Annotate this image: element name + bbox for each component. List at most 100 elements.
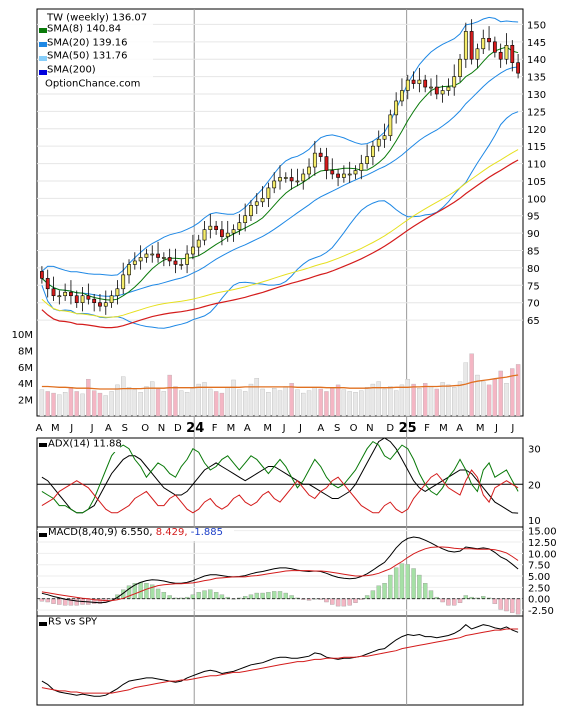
macd-histogram-bar	[260, 592, 265, 599]
macd-histogram-bar	[190, 594, 196, 599]
candle	[341, 173, 346, 178]
macd-histogram-bar	[155, 588, 161, 599]
candle	[92, 298, 97, 303]
legend-swatch-sma20	[39, 42, 47, 47]
volume-bar	[272, 388, 277, 417]
volume-bar	[492, 378, 498, 417]
month-label: O	[141, 423, 149, 434]
volume-bar	[277, 390, 283, 417]
macd-histogram-bar	[463, 595, 469, 599]
price-tick-label: 100	[527, 194, 546, 205]
volume-bar	[335, 384, 341, 417]
candle	[237, 222, 242, 230]
volume-bar	[434, 388, 439, 417]
candle	[57, 295, 62, 298]
macd-histogram-bar	[469, 596, 474, 599]
month-label: J	[282, 423, 286, 434]
candle	[190, 246, 195, 255]
macd-histogram-bar	[353, 598, 358, 603]
volume-bar	[150, 381, 155, 417]
price-tick-label: 115	[527, 142, 546, 153]
volume-bar	[86, 378, 91, 417]
volume-bar	[121, 376, 126, 417]
candle	[504, 45, 509, 60]
candle	[452, 76, 457, 88]
candle	[417, 79, 422, 84]
candle	[208, 225, 213, 230]
plus_di-line	[41, 440, 519, 514]
macd-label: MACD(8,40,9) 6.550, 8.429, -1.885	[38, 527, 234, 541]
macd-histogram-bar	[213, 592, 219, 599]
volume-bar	[364, 387, 370, 417]
volume-bar	[103, 395, 108, 417]
macd-histogram-bar	[266, 592, 271, 599]
volume-bar	[225, 387, 230, 417]
macd-tick-label: 2.50	[528, 583, 550, 594]
volume-tick-label: 6M	[18, 363, 33, 374]
month-label: A	[244, 423, 251, 434]
candle	[469, 31, 474, 60]
candle	[214, 225, 219, 230]
volume-bar	[219, 392, 225, 417]
legend-sma20: SMA(20) 139.16	[47, 37, 128, 48]
year-label: 24	[186, 421, 204, 436]
volume-bar	[428, 386, 434, 417]
macd-histogram-bar	[434, 596, 439, 599]
rs-label: RS vs SPY	[38, 616, 102, 630]
signal-line	[41, 546, 519, 602]
volume-bar	[440, 382, 445, 417]
candle	[51, 288, 56, 297]
macd-histogram-bar	[504, 598, 509, 612]
macd-histogram-bar	[393, 567, 399, 599]
volume-tick-label: 2M	[18, 396, 33, 407]
macd-histogram-bar	[440, 598, 445, 603]
candle	[516, 62, 520, 74]
candle	[202, 229, 207, 241]
volume-bar	[393, 390, 399, 417]
price-tick-label: 135	[527, 73, 546, 84]
month-label: A	[456, 423, 463, 434]
macd-histogram-bar	[179, 597, 184, 599]
volume-bar	[359, 390, 364, 417]
candle	[382, 135, 387, 140]
month-label: D	[174, 423, 182, 434]
macd-histogram-bar	[289, 595, 294, 599]
month-label: J	[510, 423, 514, 434]
volume-bar	[481, 381, 486, 417]
volume-bar	[190, 388, 196, 417]
candle	[295, 180, 300, 183]
macd-histogram-bar	[422, 583, 428, 599]
price-tick-label: 90	[527, 229, 540, 240]
candle	[63, 291, 68, 297]
macd-histogram-bar	[330, 598, 335, 605]
volume-bar	[167, 374, 172, 417]
volume-bar	[504, 383, 509, 417]
candle	[69, 291, 73, 297]
volume-bar	[68, 387, 74, 417]
month-label: S	[334, 423, 340, 434]
candle	[173, 260, 178, 265]
candle	[423, 79, 428, 88]
macd-histogram-bar	[57, 598, 62, 605]
candle	[243, 215, 248, 223]
volume-tick-label: 4M	[18, 379, 33, 390]
volume-average-line	[41, 374, 519, 390]
adx-tick-label: 20	[528, 480, 541, 491]
macd-histogram-bar	[452, 598, 457, 606]
volume-bar	[260, 388, 265, 417]
legend-swatch-sma50	[39, 56, 47, 61]
candle	[371, 145, 375, 157]
volume-bar	[330, 388, 335, 417]
candle	[458, 58, 462, 77]
macd-histogram-bar	[347, 598, 352, 606]
candle	[156, 253, 160, 258]
adx-tick-label: 10	[528, 516, 541, 527]
macd-signal-value: 8.429,	[156, 527, 188, 538]
macd-label-text: MACD(8,40,9) 6.550, 8.429, -1.885	[48, 527, 223, 538]
candle	[324, 156, 329, 171]
minus_di-line	[41, 469, 519, 514]
candle	[411, 79, 416, 84]
macd-histogram-bar	[376, 585, 381, 599]
month-label: S	[122, 423, 128, 434]
candle	[463, 31, 468, 60]
